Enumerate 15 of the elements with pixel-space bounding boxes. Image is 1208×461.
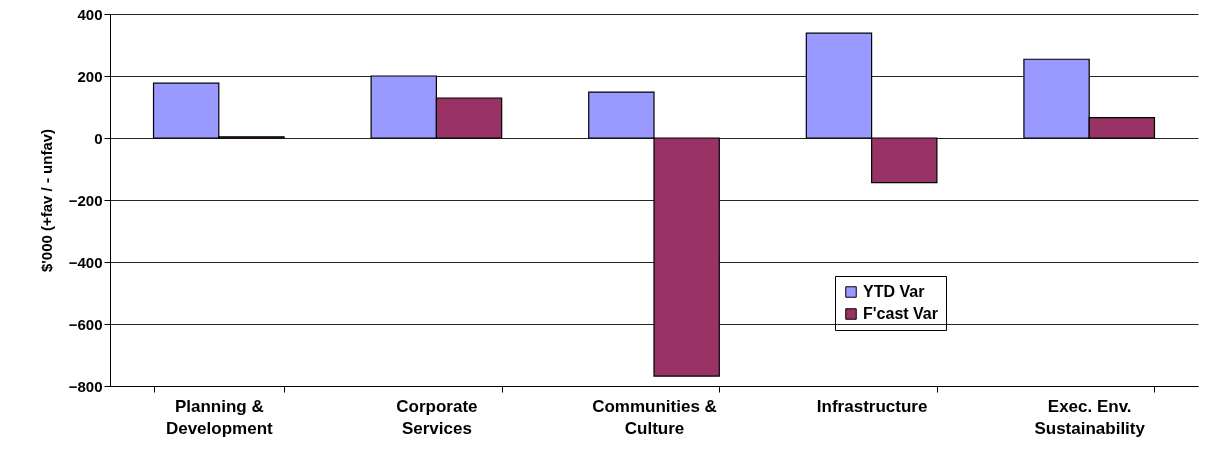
- y-tick-label: −800: [68, 377, 103, 395]
- x-tick-label: Infrastructure: [816, 396, 928, 416]
- legend-label: F'cast Var: [863, 305, 938, 322]
- y-tick-label: 0: [94, 129, 103, 147]
- legend-label: YTD Var: [863, 283, 925, 300]
- y-tick-label: 400: [77, 5, 103, 23]
- y-tick-label: 200: [77, 67, 103, 85]
- x-tick-label: Communities & Culture: [592, 396, 717, 438]
- y-axis-title: $'000 (+fav / - unfav): [37, 128, 55, 273]
- y-tick-label: −600: [68, 315, 103, 333]
- x-tick-label: Planning & Development: [165, 396, 274, 438]
- y-tick-label: −200: [68, 191, 103, 209]
- x-tick-label: Corporate Services: [396, 396, 478, 438]
- x-tick-label: Exec. Env. Sustainability: [1034, 396, 1146, 438]
- y-tick-label: −400: [68, 253, 103, 271]
